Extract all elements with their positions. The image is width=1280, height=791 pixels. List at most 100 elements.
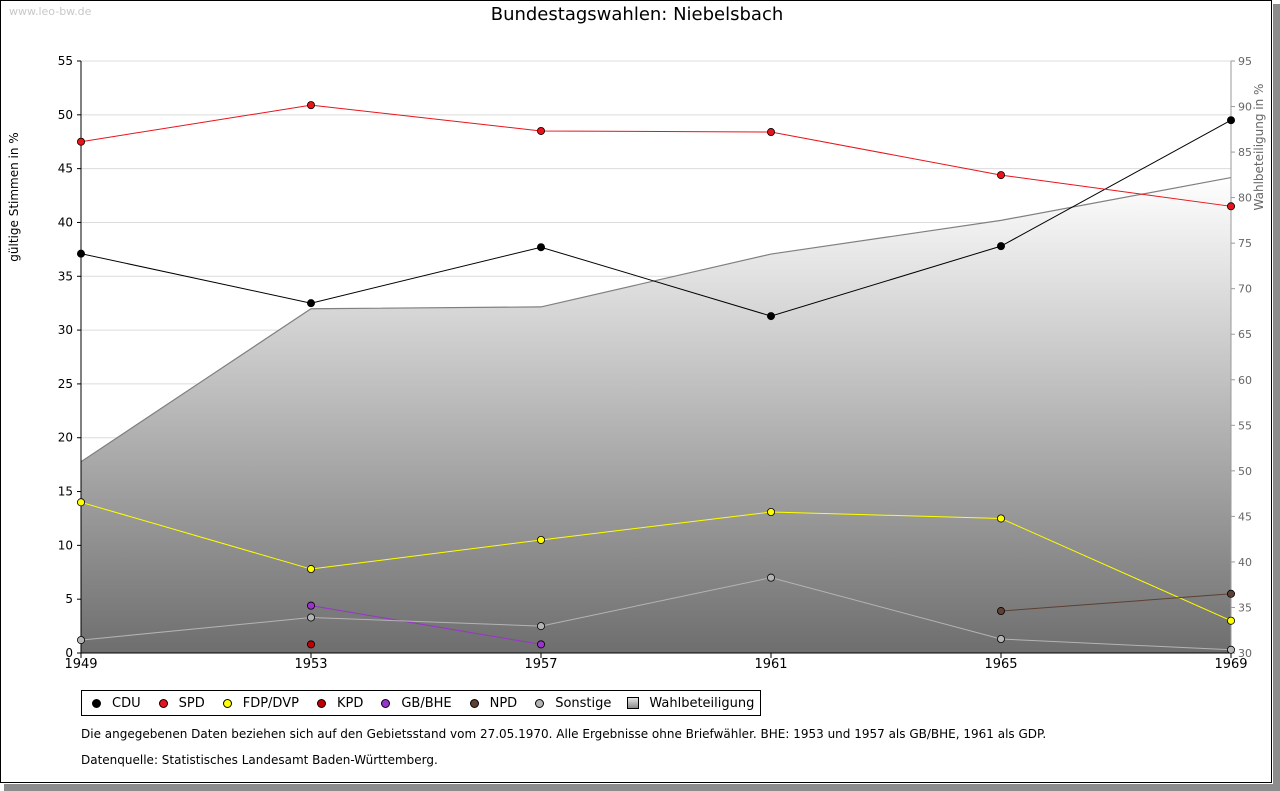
x-tick-label: 1949	[64, 657, 97, 672]
series-line-sonstige	[80, 577, 1232, 651]
y-tick-label: 40	[58, 215, 73, 229]
legend-marker	[627, 697, 640, 709]
y2-tick-label: 75	[1238, 237, 1252, 250]
data-point-cdu	[997, 242, 1006, 251]
line-chart: 0 5 10 15 20 25 30 35 40 45 50 55 30 35 40 45 50 55 60 65 70…	[7, 54, 1266, 672]
data-point-gb-bhe	[537, 640, 546, 649]
data-point-sonstige	[1227, 645, 1236, 654]
y-axis-label: gültige Stimmen in %	[7, 132, 21, 261]
data-point-fdp-dvp	[1227, 616, 1236, 625]
data-point-fdp-dvp	[997, 514, 1006, 523]
y2-tick-label: 95	[1238, 55, 1252, 68]
y2-tick-label: 45	[1238, 510, 1252, 523]
legend: CDU SPD FDP/DVP KPD GB/BHE NPD Sonstige Wahlbet…	[81, 690, 762, 716]
y2-tick-label: 40	[1238, 556, 1252, 569]
data-point-npd	[997, 607, 1006, 616]
data-point-sonstige	[997, 635, 1006, 644]
legend-marker	[316, 698, 326, 708]
data-point-cdu	[537, 243, 546, 252]
y-tick-label: 0	[65, 646, 73, 660]
data-note: Die angegebenen Daten beziehen sich auf …	[81, 727, 1047, 741]
y2-tick-label: 50	[1238, 465, 1252, 478]
y2-tick-label: 30	[1238, 647, 1252, 660]
legend-item-cdu: CDU	[88, 696, 141, 711]
series-line-npd	[1000, 593, 1232, 612]
data-point-sonstige	[537, 622, 546, 631]
legend-marker	[222, 698, 232, 708]
y2-axis-label: Wahlbeteiligung in %	[1252, 84, 1266, 211]
y-tick-label: 35	[58, 269, 73, 283]
data-point-fdp-dvp	[77, 498, 86, 507]
legend-label: FDP/DVP	[242, 695, 299, 711]
data-point-fdp-dvp	[767, 507, 776, 516]
x-tick-label: 1957	[524, 657, 557, 672]
series-line-spd	[80, 104, 1232, 207]
y-tick-label: 25	[58, 377, 73, 391]
legend-marker	[535, 698, 545, 708]
y-tick-label: 55	[58, 54, 73, 68]
legend-label: CDU	[112, 695, 141, 711]
data-point-cdu	[77, 249, 86, 258]
series-line-gb-bhe	[310, 605, 542, 645]
legend-item-gb-bhe: GB/BHE	[377, 696, 452, 711]
watermark: www.leo-bw.de	[9, 5, 92, 18]
frame-shadow-bottom	[4, 784, 1280, 791]
legend-label: SPD	[178, 695, 205, 711]
turnout-area	[81, 177, 1231, 653]
legend-marker	[469, 698, 479, 708]
legend-item-fdp-dvp: FDP/DVP	[219, 696, 299, 711]
y-tick-label: 5	[65, 592, 73, 606]
data-point-spd	[77, 137, 86, 146]
legend-item-npd: NPD	[466, 695, 518, 711]
y2-tick-label: 70	[1238, 283, 1252, 296]
data-point-spd	[767, 128, 776, 137]
x-tick-label: 1953	[294, 657, 327, 672]
legend-marker	[381, 698, 391, 708]
legend-label: Wahlbeteiligung	[649, 695, 755, 711]
x-tick-label: 1969	[1214, 657, 1247, 672]
data-point-cdu	[1227, 116, 1236, 125]
turnout-line	[80, 176, 1232, 463]
series-line-cdu	[80, 119, 1232, 317]
data-point-cdu	[306, 299, 315, 308]
y-tick-label: 30	[58, 323, 73, 337]
data-point-spd	[306, 101, 315, 110]
data-point-sonstige	[306, 613, 315, 622]
x-tick-label: 1961	[754, 657, 787, 672]
legend-label: KPD	[336, 695, 364, 711]
y-tick-label: 15	[58, 485, 73, 499]
y2-tick-label: 55	[1238, 419, 1252, 432]
legend-item-sonstige: Sonstige	[531, 696, 611, 711]
data-point-sonstige	[767, 573, 776, 582]
y-tick-label: 10	[58, 538, 73, 552]
y2-tick-label: 60	[1238, 374, 1252, 387]
data-point-kpd	[306, 640, 315, 649]
y2-tick-label: 90	[1238, 101, 1252, 114]
legend-item-spd: SPD	[155, 696, 205, 711]
y-tick-label: 45	[58, 162, 73, 176]
series-line-fdp-dvp	[80, 501, 1232, 622]
chart-title: Bundestagswahlen: Niebelsbach	[490, 4, 784, 25]
data-point-spd	[537, 126, 546, 135]
data-point-gb-bhe	[306, 601, 315, 610]
legend-label: Sonstige	[555, 695, 612, 711]
y2-tick-label: 65	[1238, 328, 1252, 341]
data-point-spd	[997, 171, 1006, 180]
data-point-fdp-dvp	[306, 565, 315, 574]
data-point-cdu	[767, 312, 776, 321]
x-tick-label: 1965	[984, 657, 1017, 672]
y-tick-label: 50	[58, 108, 73, 122]
y-tick-label: 20	[58, 431, 73, 445]
y2-tick-label: 85	[1238, 146, 1252, 159]
frame-shadow-right	[1273, 4, 1280, 791]
legend-marker	[158, 698, 168, 708]
data-point-spd	[1227, 202, 1236, 211]
legend-item-kpd: KPD	[313, 696, 363, 711]
legend-label: NPD	[489, 695, 518, 711]
y2-tick-label: 80	[1238, 192, 1252, 205]
legend-item-wahlbeteiligung: Wahlbeteiligung	[625, 696, 754, 711]
data-point-sonstige	[77, 636, 86, 645]
y2-tick-label: 35	[1238, 601, 1252, 614]
data-point-fdp-dvp	[537, 535, 546, 544]
